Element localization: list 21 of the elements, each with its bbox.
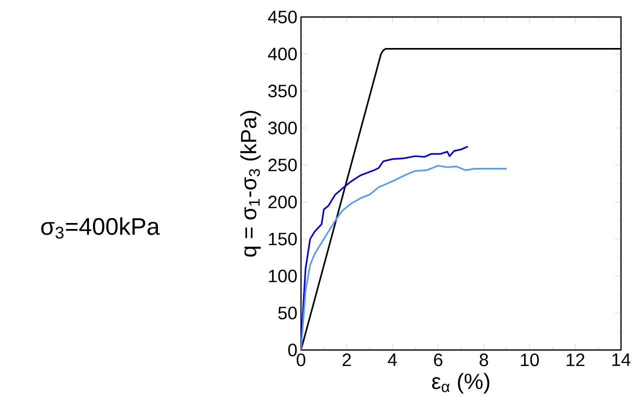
x-tick-label: 8	[480, 354, 488, 366]
y-tick-label: 250	[268, 158, 297, 172]
x-tick-label: 0	[296, 354, 306, 366]
y-tick-label: 50	[278, 306, 297, 320]
x-tick-label: 4	[388, 354, 397, 366]
y-tick-label: 450	[268, 10, 297, 24]
y-tick-label: 200	[268, 196, 297, 208]
y-tick-label: 350	[268, 84, 297, 98]
y-tick-label: 150	[268, 232, 297, 246]
y-axis-title: q = σ$_{1}$-σ$_{3}$ (kPa)	[240, 110, 261, 257]
x-tick-label: 6	[434, 354, 442, 366]
y-tick-label: 400	[268, 48, 297, 60]
x-tick-label: 12	[566, 354, 584, 366]
x-tick-label: 14	[612, 354, 630, 366]
y-tick-label: 0	[288, 344, 297, 356]
x-axis-title: ε$_{α}$ (%)	[432, 373, 490, 394]
y-tick-label: 100	[268, 270, 297, 282]
y-tick-label: 300	[268, 122, 297, 134]
text: σ$_{3}$=400kPa	[41, 217, 160, 239]
x-tick-label: 2	[342, 354, 351, 366]
x-tick-label: 10	[520, 354, 539, 366]
